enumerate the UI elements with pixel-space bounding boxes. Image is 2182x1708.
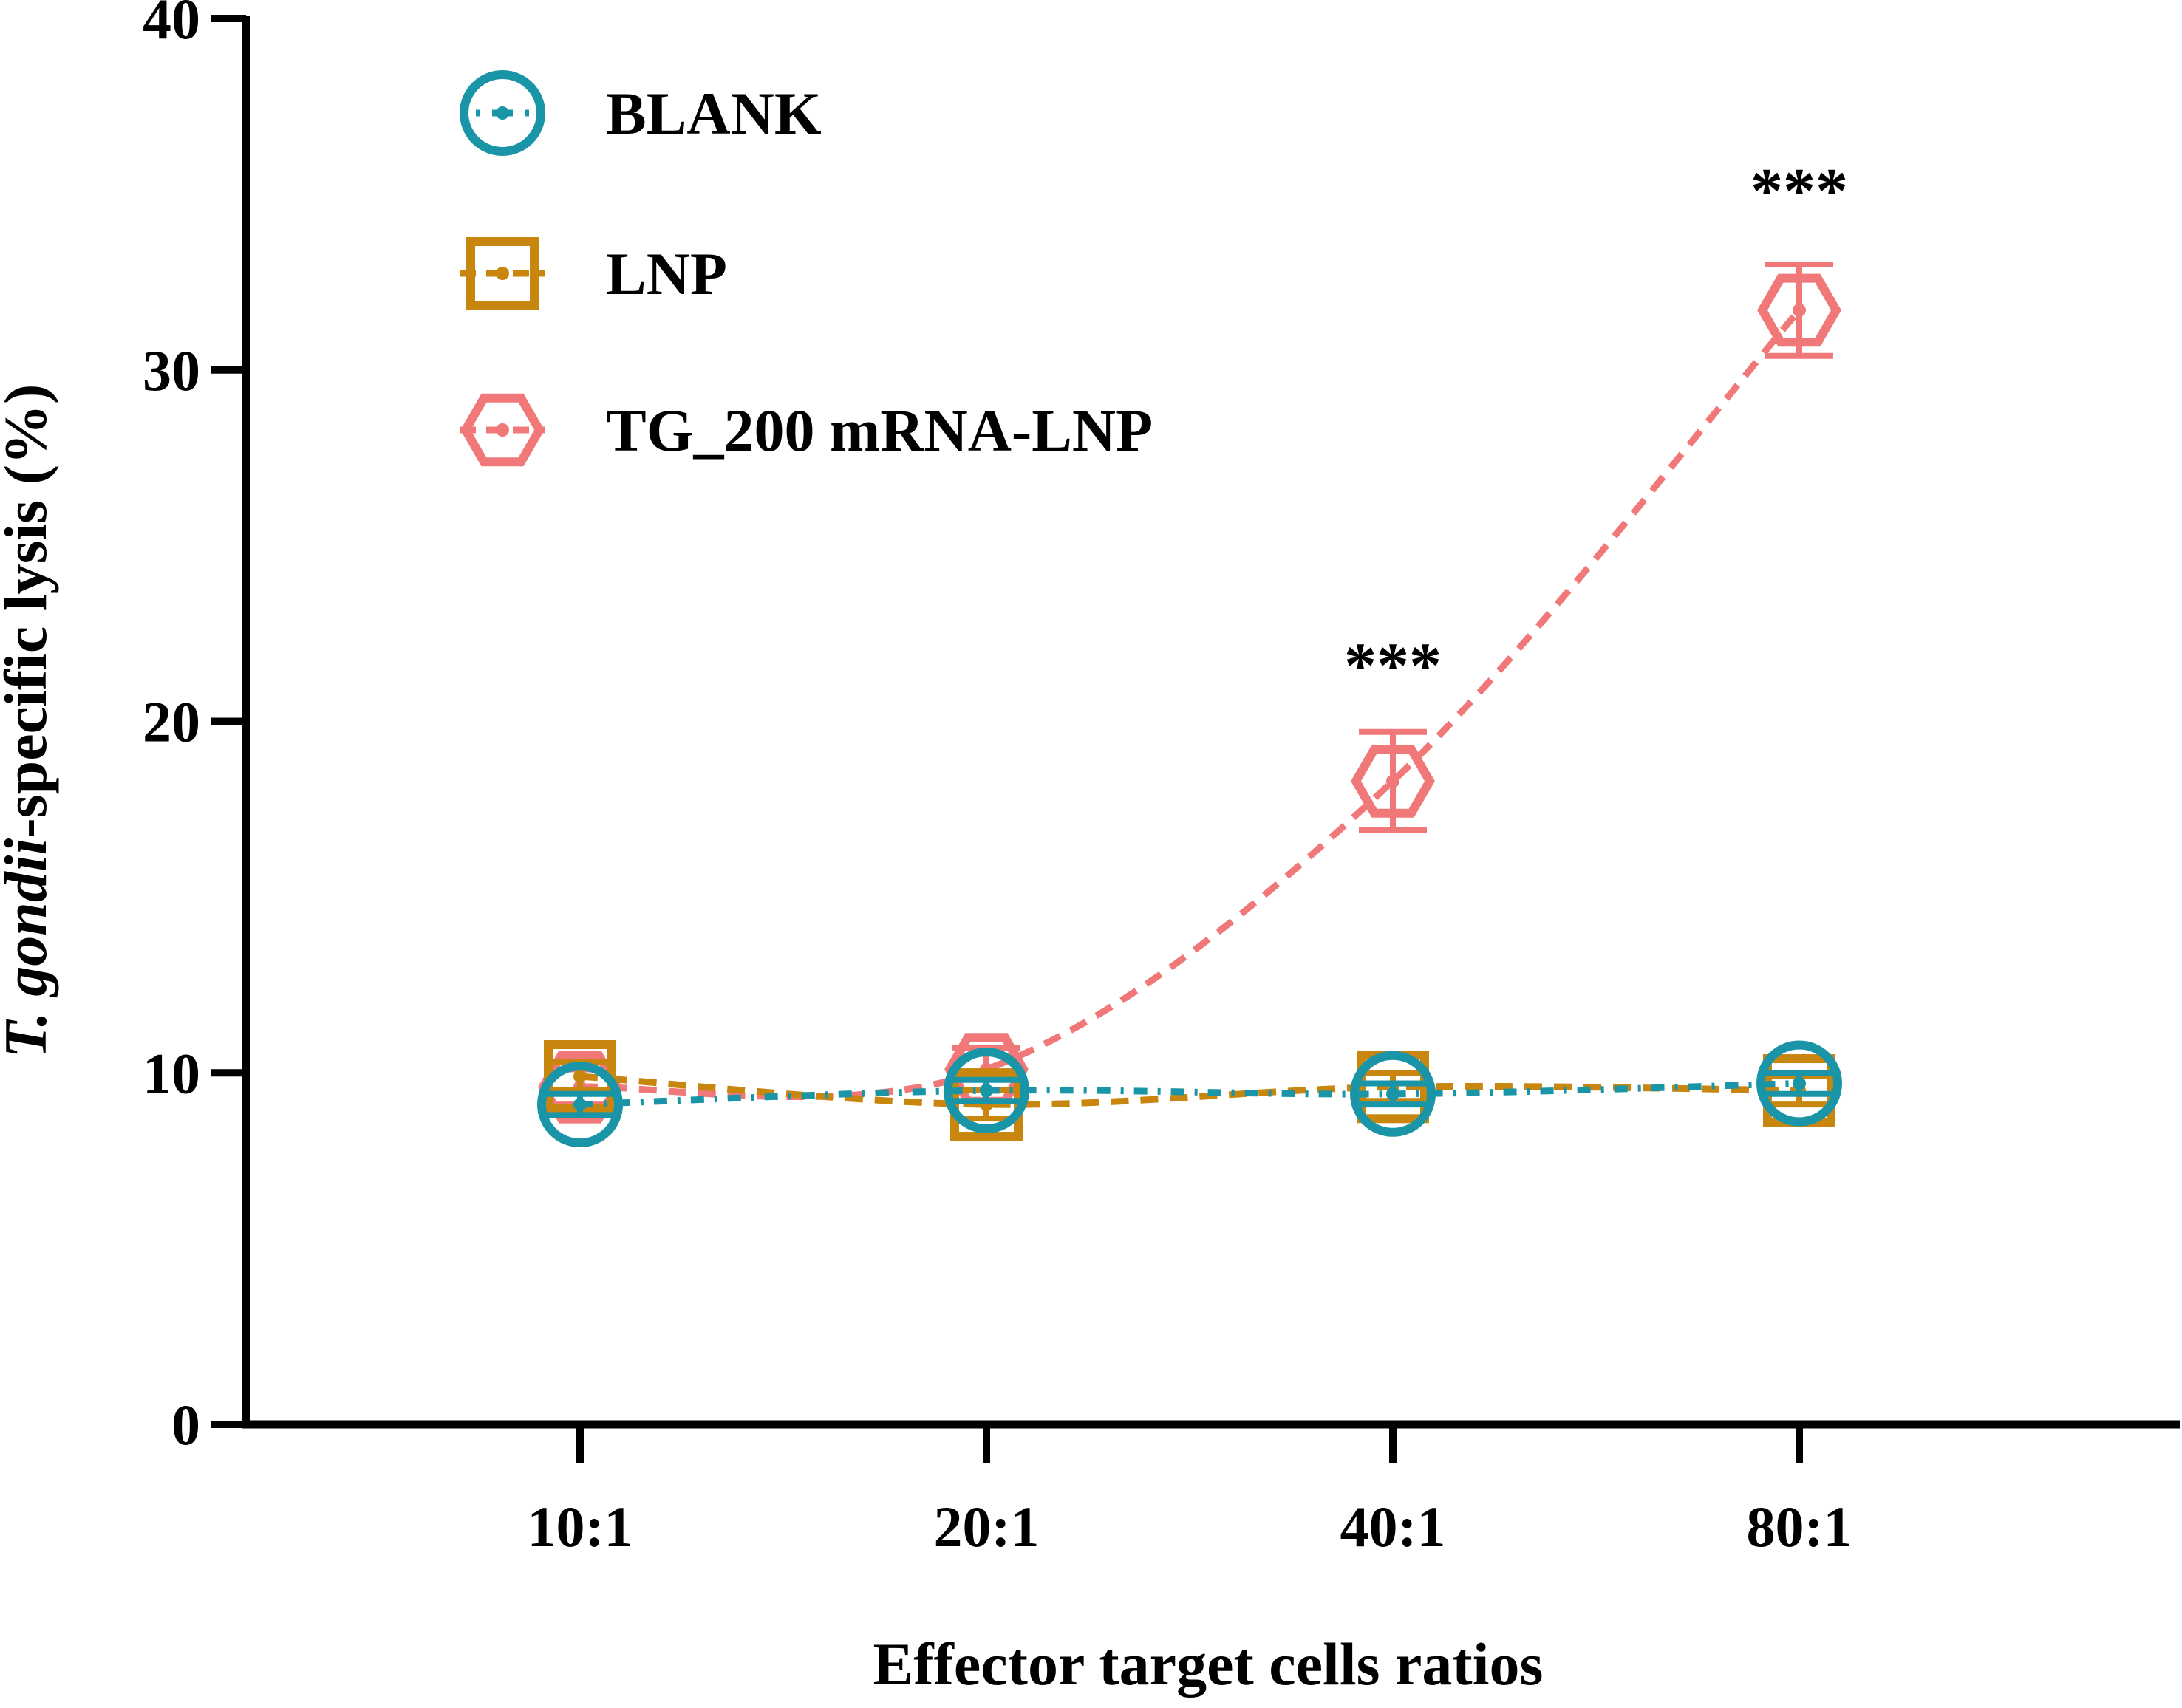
series-layer — [537, 262, 1842, 1148]
data-point-dot — [573, 1070, 587, 1084]
y-tick-label: 0 — [171, 1393, 200, 1457]
legend-item: TG_200 mRNA-LNP — [460, 393, 1153, 467]
legend-label: LNP — [606, 240, 727, 307]
series-blank — [537, 1040, 1842, 1148]
data-point-dot — [1793, 1076, 1806, 1090]
annotations-layer: *** *** — [1344, 156, 1848, 702]
y-axis-title: T. gondii-specific lysis (%) — [0, 384, 59, 1059]
data-point-dot — [1386, 1087, 1399, 1101]
x-tick-label: 20:1 — [934, 1494, 1040, 1559]
x-tick-label: 80:1 — [1747, 1494, 1852, 1559]
data-point-dot — [1793, 303, 1806, 317]
legend-marker-dot — [496, 106, 509, 120]
data-point — [1350, 1051, 1436, 1137]
data-point-dot — [573, 1098, 587, 1112]
x-axis-title: Effector target cells ratios — [873, 1630, 1544, 1698]
data-point — [1351, 745, 1435, 818]
data-point-dot — [1386, 774, 1399, 788]
legend-item: BLANK — [460, 70, 822, 156]
legend-marker-dot — [496, 267, 509, 280]
y-tick-label: 40 — [143, 0, 200, 51]
legend-marker — [460, 70, 545, 156]
legend-label: BLANK — [606, 80, 822, 147]
series-tg-200-mrna-lnp — [538, 262, 1841, 1124]
legend-marker-dot — [496, 423, 509, 437]
legend-label: TG_200 mRNA-LNP — [606, 397, 1153, 464]
legend-item: LNP — [460, 237, 727, 310]
legend-marker — [466, 237, 539, 310]
y-axis-title-italic: T. gondii — [0, 838, 59, 1058]
data-point — [944, 1048, 1029, 1134]
legend-marker — [460, 393, 545, 467]
y-tick-label: 20 — [143, 690, 200, 754]
data-point — [537, 1062, 623, 1148]
significance-label: *** — [1750, 156, 1848, 228]
y-axis-title-rest: -specific lysis (%) — [0, 384, 59, 838]
x-tick-label: 40:1 — [1340, 1494, 1446, 1559]
data-point — [1756, 1040, 1842, 1127]
legend: BLANK LNP TG_200 mRNA-LNP — [460, 70, 1153, 467]
significance-label: *** — [1344, 630, 1442, 702]
y-tick-label: 10 — [143, 1041, 200, 1105]
series-line — [579, 1080, 1800, 1108]
data-point — [1757, 273, 1841, 347]
x-tick-label: 10:1 — [528, 1494, 633, 1559]
data-point-dot — [980, 1084, 993, 1098]
y-tick-label: 30 — [143, 338, 200, 403]
